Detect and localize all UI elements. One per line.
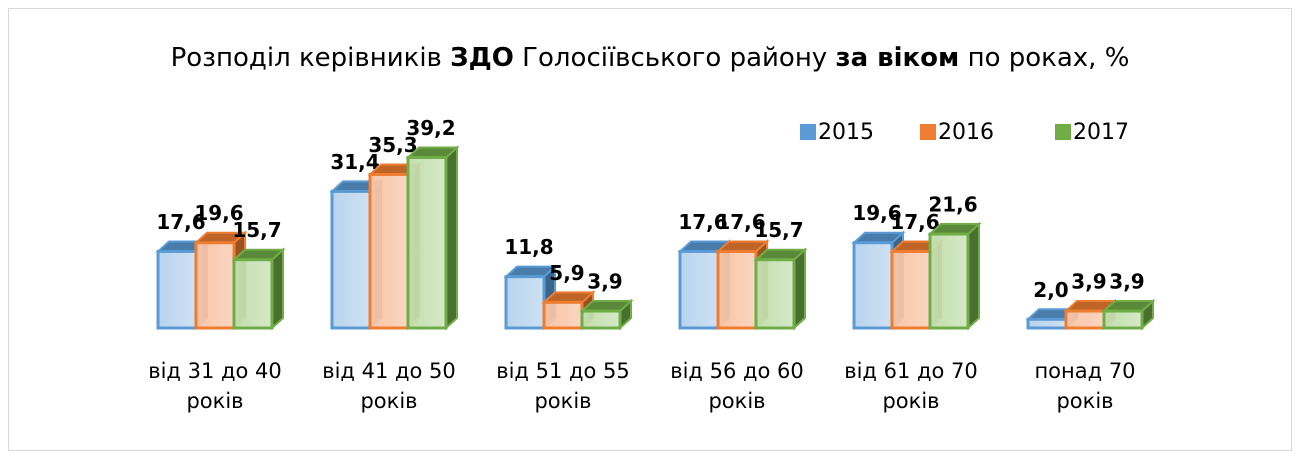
bar xyxy=(1026,317,1068,330)
x-tick-label: від 31 до 40 років xyxy=(148,359,282,413)
x-tick-label: від 61 до 70 років xyxy=(844,359,978,413)
x-tick-label: від 41 до 50 років xyxy=(322,359,456,413)
bar xyxy=(232,258,274,330)
chart-title: Розподіл керівників ЗДО Голосіївського р… xyxy=(150,42,1150,74)
data-label: 17,6 xyxy=(156,210,205,234)
data-label: 31,4 xyxy=(330,150,379,174)
bar-side xyxy=(445,145,458,331)
bar xyxy=(1102,309,1144,330)
bar xyxy=(156,249,198,330)
data-label: 3,9 xyxy=(1071,270,1106,294)
bar xyxy=(542,300,584,330)
data-label: 3,9 xyxy=(587,270,622,294)
data-label: 21,6 xyxy=(928,193,977,217)
data-label: 17,6 xyxy=(678,210,727,234)
title-part: Голосіївського району xyxy=(513,43,836,73)
x-tick-label: від 51 до 55 років xyxy=(496,359,630,413)
bar-side xyxy=(271,247,284,331)
data-label: 17,6 xyxy=(716,210,765,234)
data-label: 5,9 xyxy=(549,261,584,285)
bar-side xyxy=(967,221,980,331)
bar xyxy=(406,155,448,330)
bar xyxy=(504,275,546,330)
bar xyxy=(1064,309,1106,330)
legend-swatch xyxy=(800,124,816,140)
bar xyxy=(368,172,410,330)
bar xyxy=(194,241,236,330)
data-label: 11,8 xyxy=(504,235,553,259)
bar xyxy=(580,309,622,330)
data-label: 15,7 xyxy=(232,218,281,242)
legend-label: 2017 xyxy=(1073,120,1129,145)
legend-label: 2015 xyxy=(818,120,874,145)
data-label: 3,9 xyxy=(1109,270,1144,294)
data-label: 17,6 xyxy=(890,210,939,234)
bar-side xyxy=(793,247,806,331)
legend-swatch xyxy=(920,124,936,140)
bar xyxy=(852,241,894,330)
bar xyxy=(928,232,970,330)
title-part: ЗДО xyxy=(450,43,514,73)
x-tick-label: понад 70 років xyxy=(1034,359,1136,413)
data-label: 39,2 xyxy=(406,116,455,140)
bar xyxy=(678,249,720,330)
data-label: 35,3 xyxy=(368,133,417,157)
legend-label: 2016 xyxy=(938,120,994,145)
title-part: за віком xyxy=(835,43,960,73)
bar xyxy=(890,249,932,330)
chart-frame xyxy=(8,8,1292,451)
data-label: 19,6 xyxy=(194,201,243,225)
bar xyxy=(754,258,796,330)
data-label: 19,6 xyxy=(852,201,901,225)
bar xyxy=(716,249,758,330)
title-part: Розподіл керівників xyxy=(170,43,451,73)
data-label: 2,0 xyxy=(1033,278,1068,302)
legend-swatch xyxy=(1055,124,1071,140)
title-part: по роках, % xyxy=(959,43,1130,73)
x-tick-label: від 56 до 60 років xyxy=(670,359,804,413)
data-label: 15,7 xyxy=(754,218,803,242)
bar xyxy=(330,189,372,330)
